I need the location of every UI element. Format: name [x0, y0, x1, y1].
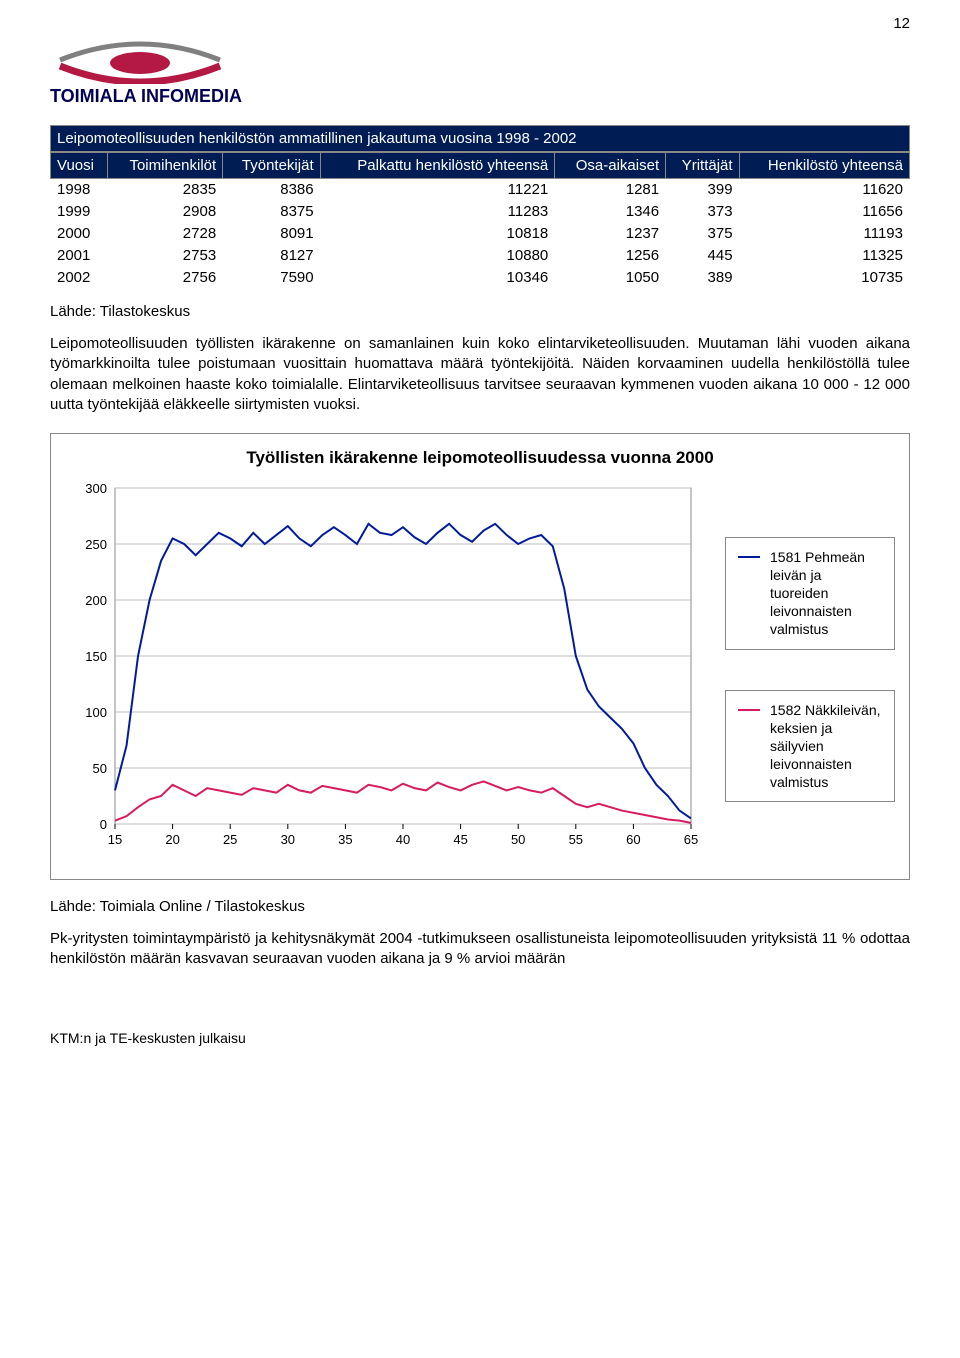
svg-text:40: 40	[396, 832, 410, 847]
legend-item: 1582 Näkkileivän, keksien ja säilyvien l…	[725, 690, 895, 803]
svg-text:35: 35	[338, 832, 352, 847]
legend-item: 1581 Pehmeän leivän ja tuoreiden leivonn…	[725, 537, 895, 650]
chart-source: Lähde: Toimiala Online / Tilastokeskus	[50, 898, 910, 915]
table-cell: 8127	[223, 245, 320, 267]
table-row: 19982835838611221128139911620	[51, 179, 910, 201]
svg-text:45: 45	[453, 832, 467, 847]
logo-text: TOIMIALA INFOMEDIA	[50, 86, 910, 107]
table-source: Lähde: Tilastokeskus	[50, 303, 910, 320]
svg-text:20: 20	[165, 832, 179, 847]
age-structure-chart: Työllisten ikärakenne leipomoteollisuude…	[50, 433, 910, 880]
svg-text:15: 15	[108, 832, 122, 847]
table-title: Leipomoteollisuuden henkilöstön ammatill…	[50, 125, 910, 152]
table-cell: 11656	[739, 201, 909, 223]
table-cell: 1999	[51, 201, 108, 223]
table-row: 20012753812710880125644511325	[51, 245, 910, 267]
table-cell: 10880	[320, 245, 555, 267]
table-cell: 2728	[108, 223, 223, 245]
table-row: 20022756759010346105038910735	[51, 267, 910, 289]
logo: TOIMIALA INFOMEDIA	[50, 40, 910, 107]
table-header: Palkattu henkilöstö yhteensä	[320, 153, 555, 179]
legend-label: 1581 Pehmeän leivän ja tuoreiden leivonn…	[770, 548, 882, 639]
table-cell: 389	[666, 267, 739, 289]
table-cell: 11325	[739, 245, 909, 267]
table-cell: 2002	[51, 267, 108, 289]
table-cell: 11620	[739, 179, 909, 201]
svg-text:200: 200	[85, 593, 107, 608]
svg-text:100: 100	[85, 705, 107, 720]
table-cell: 8091	[223, 223, 320, 245]
page-number: 12	[893, 15, 910, 32]
table-cell: 375	[666, 223, 739, 245]
table-cell: 7590	[223, 267, 320, 289]
personnel-table: Leipomoteollisuuden henkilöstön ammatill…	[50, 125, 910, 289]
legend-label: 1582 Näkkileivän, keksien ja säilyvien l…	[770, 701, 882, 792]
svg-text:65: 65	[684, 832, 698, 847]
table-header: Toimihenkilöt	[108, 153, 223, 179]
line-chart-svg: 0 50 100 150 200 250 300 15 20 25 30 35 40 45 50 55 60 65	[65, 478, 705, 858]
table-header: Vuosi	[51, 153, 108, 179]
paragraph-2: Pk-yritysten toimintaympäristö ja kehity…	[50, 929, 910, 970]
table-cell: 1050	[555, 267, 666, 289]
table-cell: 399	[666, 179, 739, 201]
table-cell: 10735	[739, 267, 909, 289]
svg-text:60: 60	[626, 832, 640, 847]
table-row: 20002728809110818123737511193	[51, 223, 910, 245]
paragraph-1: Leipomoteollisuuden työllisten ikärakenn…	[50, 334, 910, 415]
table-cell: 1256	[555, 245, 666, 267]
chart-title: Työllisten ikärakenne leipomoteollisuude…	[65, 448, 895, 468]
table-cell: 10346	[320, 267, 555, 289]
table-cell: 1237	[555, 223, 666, 245]
table-cell: 373	[666, 201, 739, 223]
table-cell: 2756	[108, 267, 223, 289]
chart-legend: 1581 Pehmeän leivän ja tuoreiden leivonn…	[705, 478, 895, 861]
svg-text:25: 25	[223, 832, 237, 847]
table-cell: 8375	[223, 201, 320, 223]
table-header: Osa-aikaiset	[555, 153, 666, 179]
table-cell: 11221	[320, 179, 555, 201]
svg-text:50: 50	[93, 761, 107, 776]
table-cell: 10818	[320, 223, 555, 245]
table-header: Yrittäjät	[666, 153, 739, 179]
legend-swatch-icon	[738, 709, 760, 711]
table-cell: 11193	[739, 223, 909, 245]
svg-text:50: 50	[511, 832, 525, 847]
legend-swatch-icon	[738, 556, 760, 558]
table-cell: 445	[666, 245, 739, 267]
table-cell: 2835	[108, 179, 223, 201]
table-cell: 2908	[108, 201, 223, 223]
table-cell: 2000	[51, 223, 108, 245]
footer-text: KTM:n ja TE-keskusten julkaisu	[50, 1030, 910, 1046]
table-row: 19992908837511283134637311656	[51, 201, 910, 223]
svg-text:0: 0	[100, 817, 107, 832]
table-cell: 11283	[320, 201, 555, 223]
table-cell: 1998	[51, 179, 108, 201]
table-cell: 1281	[555, 179, 666, 201]
svg-text:55: 55	[569, 832, 583, 847]
svg-text:300: 300	[85, 481, 107, 496]
table-cell: 2753	[108, 245, 223, 267]
table-cell: 8386	[223, 179, 320, 201]
table-cell: 1346	[555, 201, 666, 223]
table-header: Työntekijät	[223, 153, 320, 179]
table-cell: 2001	[51, 245, 108, 267]
svg-text:250: 250	[85, 537, 107, 552]
table-header: Henkilöstö yhteensä	[739, 153, 909, 179]
svg-text:30: 30	[281, 832, 295, 847]
logo-swoosh-icon	[50, 40, 230, 84]
svg-text:150: 150	[85, 649, 107, 664]
